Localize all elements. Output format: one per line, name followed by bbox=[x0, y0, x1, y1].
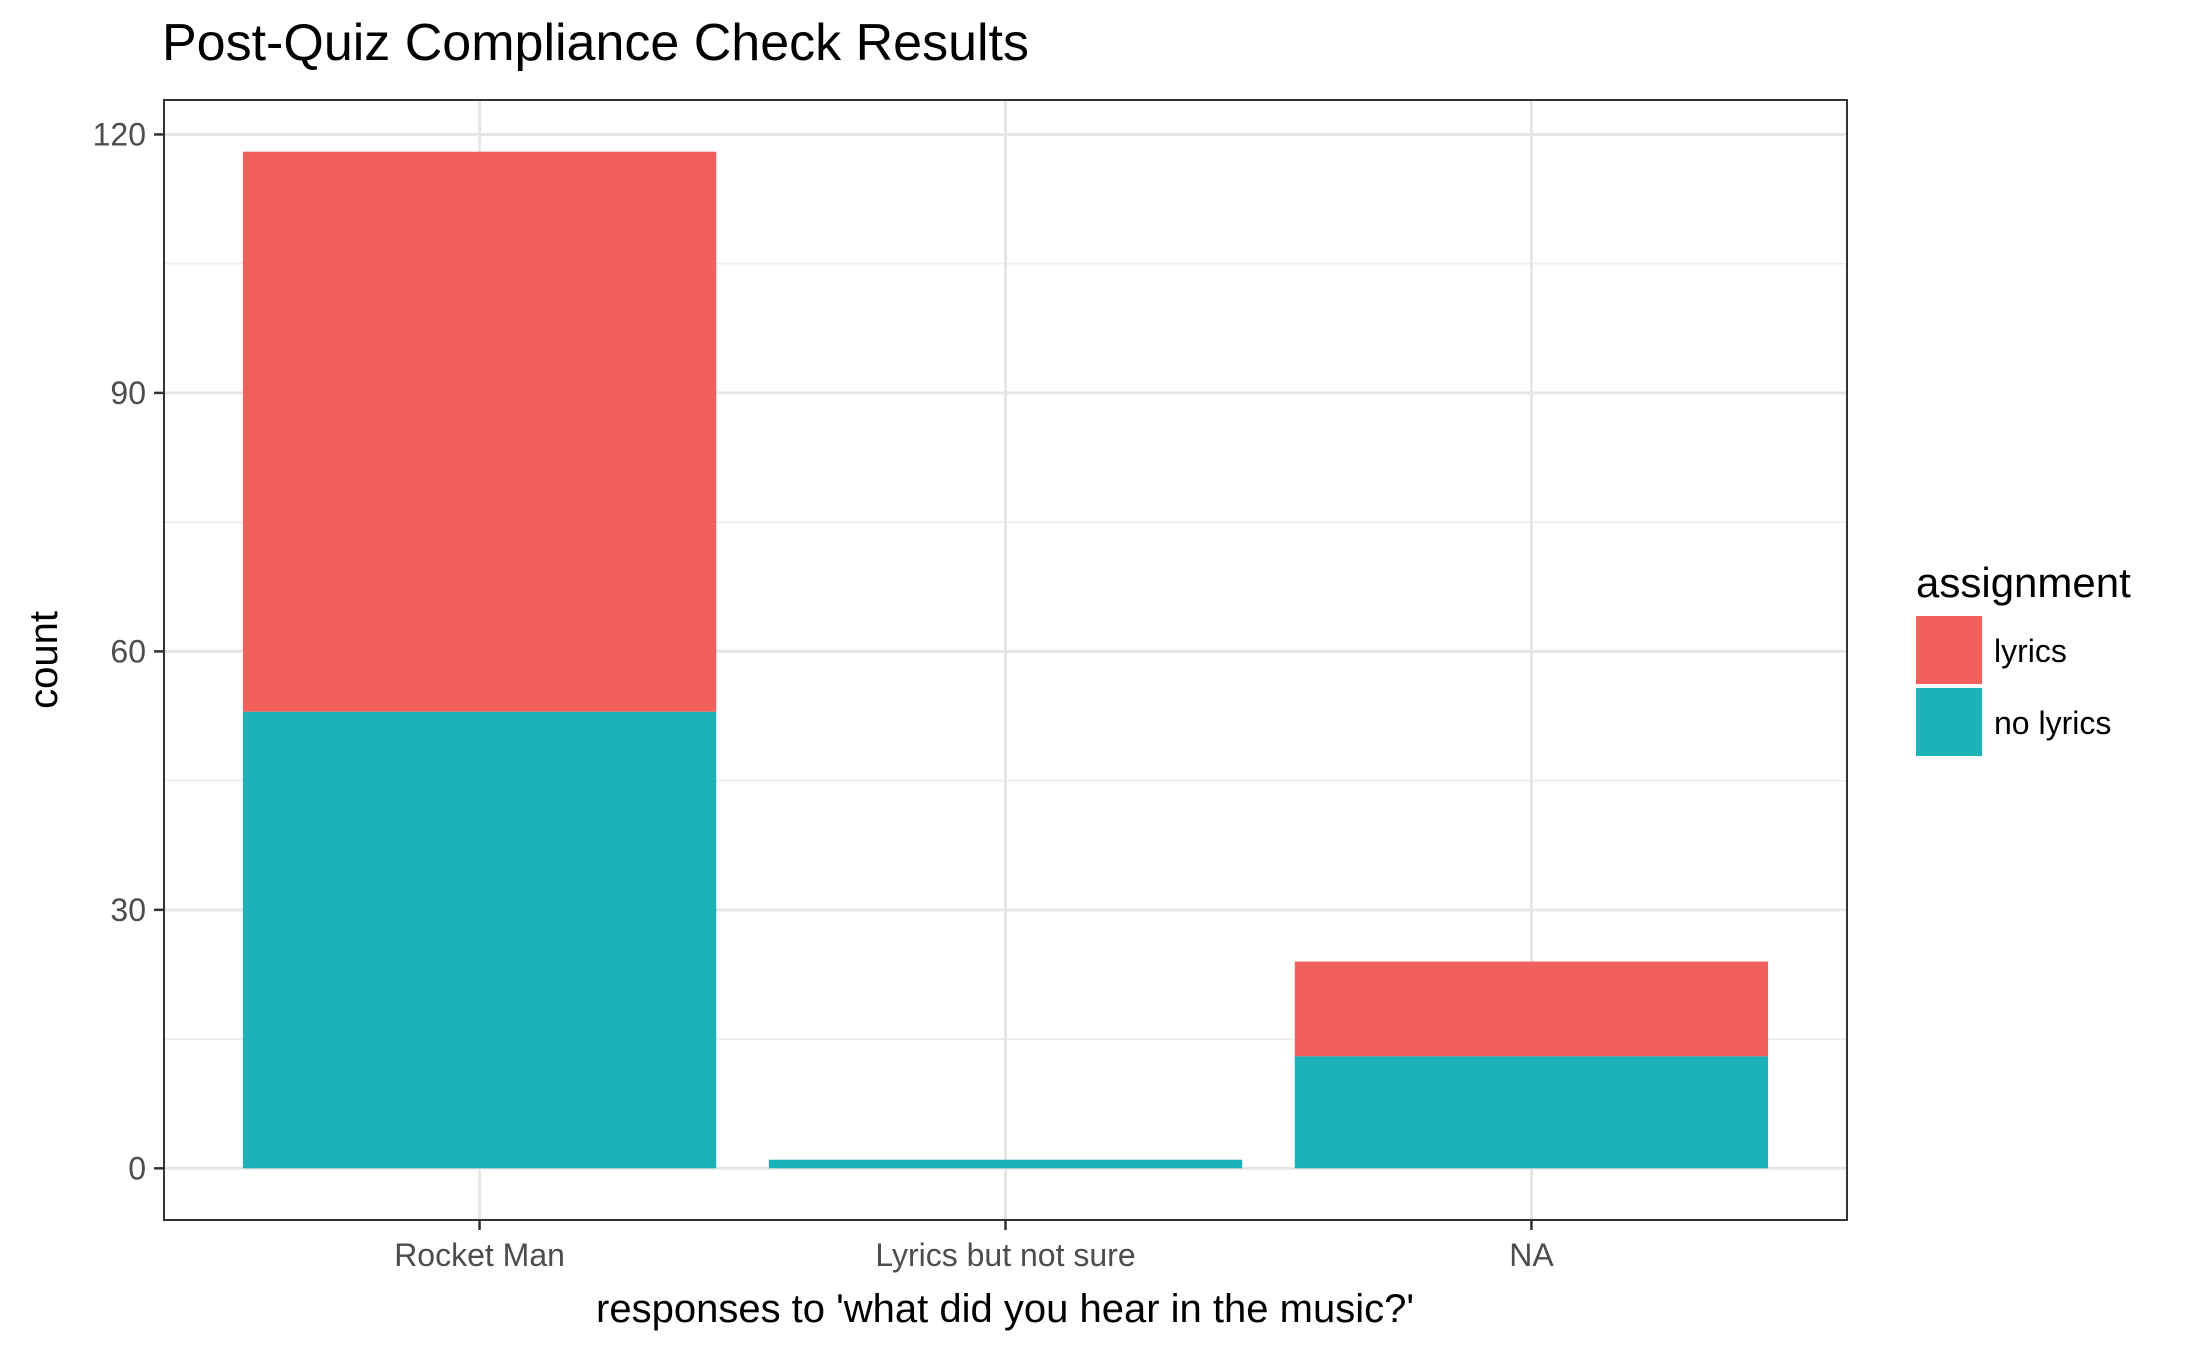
legend-entries: lyrics no lyrics bbox=[1916, 616, 2111, 756]
x-tick-label: Lyrics but not sure bbox=[875, 1237, 1135, 1273]
y-axis: 0 30 60 90 120 bbox=[93, 116, 164, 1186]
y-tick-label: 0 bbox=[128, 1150, 146, 1186]
legend-label: lyrics bbox=[1994, 633, 2067, 669]
x-axis-title: responses to 'what did you hear in the m… bbox=[596, 1287, 1414, 1331]
legend-swatch bbox=[1916, 616, 1982, 684]
x-tick-label: Rocket Man bbox=[394, 1237, 565, 1273]
bar-segment: NA — no lyrics: 13 bbox=[1294, 1056, 1769, 1169]
bar-segment: Rocket Man — lyrics: 65 bbox=[242, 151, 717, 712]
chart-title: Post-Quiz Compliance Check Results bbox=[162, 14, 1029, 72]
legend-swatch bbox=[1916, 688, 1982, 756]
legend: assignment lyrics no lyrics bbox=[1916, 559, 2131, 756]
y-tick-label: 90 bbox=[110, 375, 146, 411]
bar-segment: Lyrics but not sure — no lyrics: 1 bbox=[768, 1159, 1243, 1169]
legend-title: assignment bbox=[1916, 559, 2131, 606]
y-tick-label: 30 bbox=[110, 892, 146, 928]
y-tick-label: 120 bbox=[93, 116, 146, 152]
bars: Rocket Man — no lyrics: 53Rocket Man — l… bbox=[242, 151, 1769, 1169]
legend-label: no lyrics bbox=[1994, 705, 2111, 741]
y-axis-title: count bbox=[22, 611, 66, 709]
x-axis: Rocket Man Lyrics but not sure NA bbox=[394, 1220, 1554, 1273]
x-tick-label: NA bbox=[1509, 1237, 1554, 1273]
y-tick-label: 60 bbox=[110, 633, 146, 669]
bar-segment: NA — lyrics: 11 bbox=[1294, 961, 1769, 1057]
bar-segment: Rocket Man — no lyrics: 53 bbox=[242, 711, 717, 1169]
